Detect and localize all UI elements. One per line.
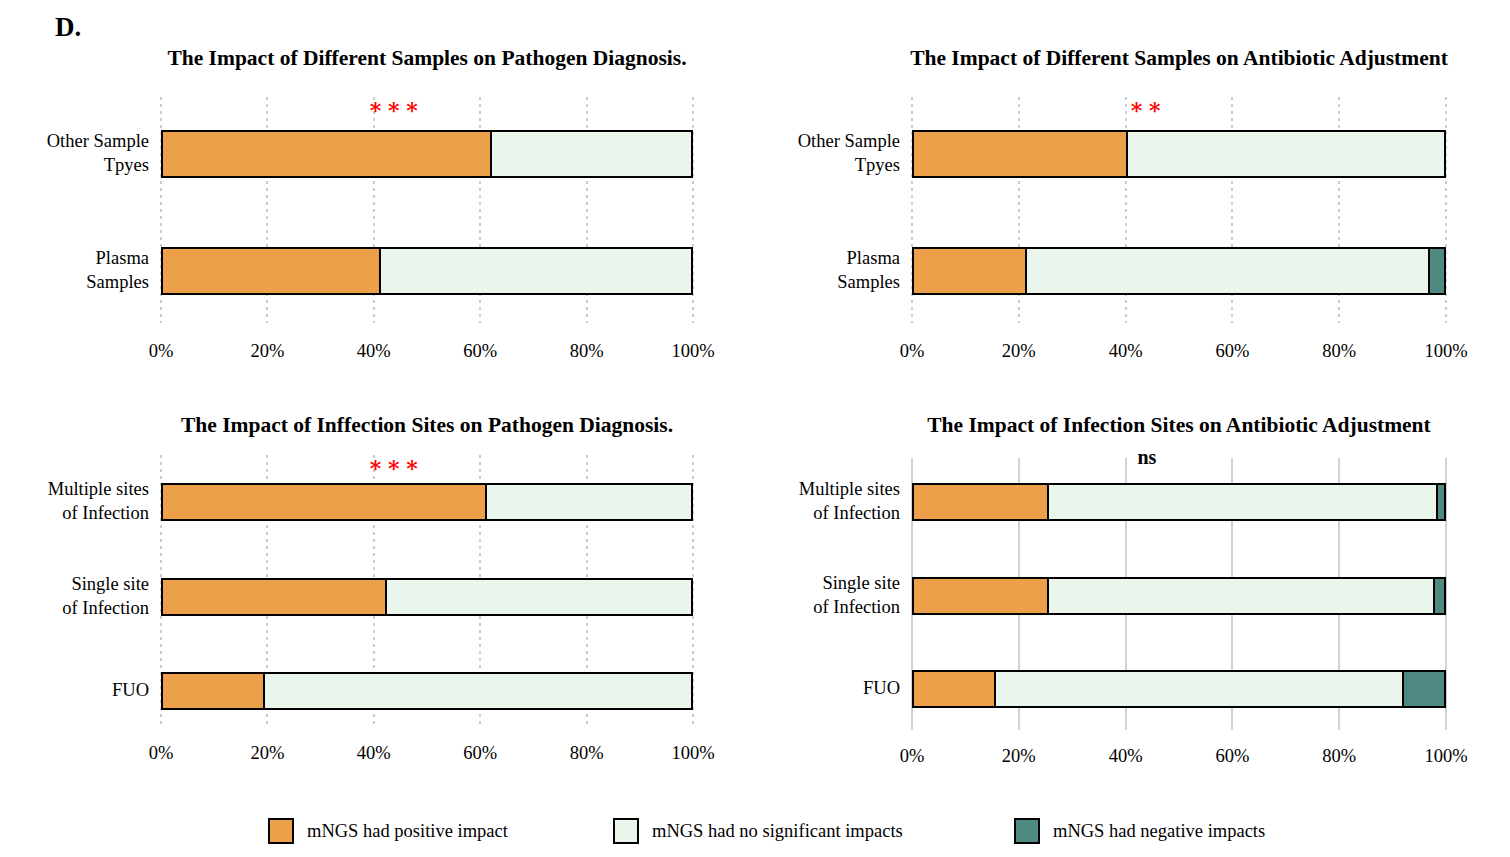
bar-segment <box>1047 579 1434 613</box>
chart-title: The Impact of Different Samples on Patho… <box>167 46 686 71</box>
bar-row <box>912 130 1446 178</box>
bar-segment <box>914 249 1025 293</box>
panel-label: D. <box>55 12 81 43</box>
legend-item: mNGS had positive impact <box>268 818 508 844</box>
x-tick-label: 40% <box>1109 746 1143 767</box>
x-tick-label: 0% <box>149 341 174 362</box>
category-label: FUO <box>0 679 149 703</box>
x-tick-label: 40% <box>357 341 391 362</box>
bar-segment <box>163 674 263 708</box>
bar-segment <box>1402 672 1444 706</box>
x-tick-label: 0% <box>900 746 925 767</box>
legend-label: mNGS had positive impact <box>307 821 508 842</box>
bar-row <box>161 247 693 295</box>
bar-row <box>161 578 693 616</box>
significance-label: ∗∗∗ <box>368 93 423 120</box>
legend-swatch <box>1014 818 1040 844</box>
bar-row <box>161 672 693 710</box>
x-tick-label: 20% <box>1002 746 1036 767</box>
bar-segment <box>914 579 1047 613</box>
x-tick-label: 40% <box>357 743 391 764</box>
chart-title: The Impact of Infection Sites on Antibio… <box>927 413 1430 438</box>
x-tick-label: 20% <box>250 341 284 362</box>
x-tick-label: 100% <box>1424 341 1467 362</box>
x-tick-label: 60% <box>463 743 497 764</box>
bar-segment <box>163 485 485 519</box>
chart-title: The Impact of Different Samples on Antib… <box>910 46 1448 71</box>
x-tick-label: 0% <box>149 743 174 764</box>
bar-row <box>161 130 693 178</box>
x-tick-label: 80% <box>570 743 604 764</box>
bar-row <box>912 670 1446 708</box>
category-label: Single siteof Infection <box>0 573 149 620</box>
x-tick-label: 80% <box>570 341 604 362</box>
legend-label: mNGS had negative impacts <box>1053 821 1265 842</box>
x-tick-label: 100% <box>671 341 714 362</box>
x-tick-label: 40% <box>1109 341 1143 362</box>
bar-row <box>912 247 1446 295</box>
x-tick-label: 60% <box>1215 746 1249 767</box>
bar-segment <box>1436 485 1444 519</box>
x-tick-label: 100% <box>671 743 714 764</box>
chart-title: The Impact of Inffection Sites on Pathog… <box>181 413 673 438</box>
legend-swatch <box>268 818 294 844</box>
bar-row <box>912 483 1446 521</box>
bar-segment <box>163 580 385 614</box>
x-tick-label: 60% <box>1215 341 1249 362</box>
category-label: Other SampleTpyes <box>690 130 900 177</box>
legend-item: mNGS had no significant impacts <box>613 818 903 844</box>
x-tick-label: 80% <box>1322 746 1356 767</box>
bar-segment <box>1433 579 1444 613</box>
x-tick-label: 20% <box>1002 341 1036 362</box>
x-tick-label: 60% <box>463 341 497 362</box>
category-label: PlasmaSamples <box>0 247 149 294</box>
bar-segment <box>490 132 691 176</box>
legend-item: mNGS had negative impacts <box>1014 818 1265 844</box>
significance-label: ∗∗∗ <box>368 451 423 478</box>
x-tick-label: 20% <box>250 743 284 764</box>
category-label: FUO <box>690 677 900 701</box>
bar-segment <box>914 132 1126 176</box>
x-tick-label: 80% <box>1322 341 1356 362</box>
bar-segment <box>163 132 490 176</box>
bar-segment <box>1428 249 1444 293</box>
category-label: Single siteof Infection <box>690 572 900 619</box>
significance-label: ns <box>1138 446 1157 469</box>
legend-swatch <box>613 818 639 844</box>
bar-segment <box>385 580 691 614</box>
legend-label: mNGS had no significant impacts <box>652 821 903 842</box>
bar-segment <box>1047 485 1437 519</box>
x-tick-label: 0% <box>900 341 925 362</box>
category-label: PlasmaSamples <box>690 247 900 294</box>
category-label: Multiple sitesof Infection <box>690 478 900 525</box>
bar-segment <box>163 249 379 293</box>
significance-label: ∗∗ <box>1129 93 1165 120</box>
bar-segment <box>485 485 691 519</box>
bar-segment <box>914 485 1047 519</box>
category-label: Other SampleTpyes <box>0 130 149 177</box>
bar-segment <box>379 249 691 293</box>
category-label: Multiple sitesof Infection <box>0 478 149 525</box>
bar-segment <box>1126 132 1444 176</box>
bar-segment <box>1025 249 1428 293</box>
bar-row <box>912 577 1446 615</box>
bar-segment <box>914 672 994 706</box>
x-tick-label: 100% <box>1424 746 1467 767</box>
bar-segment <box>994 672 1402 706</box>
bar-segment <box>263 674 691 708</box>
bar-row <box>161 483 693 521</box>
